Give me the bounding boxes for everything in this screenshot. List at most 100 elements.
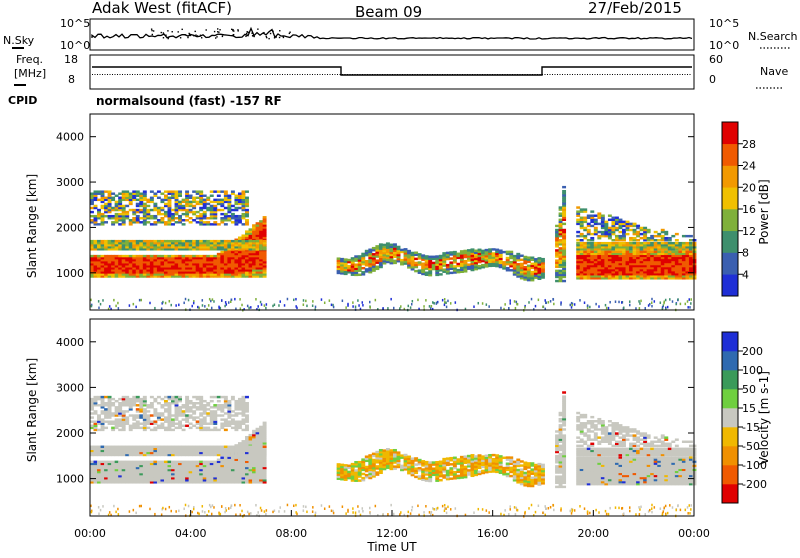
power-cell — [94, 240, 98, 242]
power-cell — [139, 221, 143, 223]
power-cell — [284, 304, 286, 307]
power-cell — [220, 190, 224, 192]
power-cell — [623, 307, 625, 310]
velocity-cell — [136, 408, 140, 410]
velocity-cell — [217, 414, 221, 416]
power-cell — [446, 264, 450, 266]
power-cell — [203, 195, 207, 197]
power-cell — [524, 306, 526, 309]
power-cell — [432, 262, 436, 264]
power-cell — [668, 242, 672, 244]
velocity-cell — [178, 461, 182, 463]
velocity-cell — [90, 416, 94, 418]
power-cell — [555, 249, 559, 251]
power-cell — [509, 261, 513, 263]
velocity-cell — [178, 396, 182, 398]
power-cell — [590, 242, 594, 244]
power-cell — [164, 195, 168, 197]
nsearch-dot — [217, 28, 218, 29]
power-cell — [449, 272, 453, 274]
velocity-cell — [196, 402, 200, 404]
power-cell — [690, 298, 692, 301]
power-cell — [664, 231, 668, 233]
velocity-cell — [104, 420, 108, 422]
velocity-cell — [220, 446, 224, 448]
velocity-cell — [132, 423, 136, 425]
power-cell — [615, 300, 617, 303]
power-cell — [439, 255, 443, 257]
power-cell — [199, 255, 203, 257]
velocity-cell — [108, 461, 112, 463]
velocity-cell — [404, 454, 408, 456]
power-ytick-label: 2000 — [56, 221, 84, 234]
power-cell — [132, 255, 136, 257]
power-cell — [206, 255, 210, 257]
power-cell — [90, 240, 94, 242]
power-cell — [601, 231, 605, 233]
velocity-cell — [213, 461, 217, 463]
power-cell — [421, 263, 425, 265]
velocity-cell — [108, 420, 112, 422]
power-cell — [132, 209, 136, 211]
velocity-cell — [129, 461, 133, 463]
velocity-cell — [171, 446, 175, 448]
nsearch-dot — [232, 34, 233, 35]
velocity-cell — [238, 398, 242, 400]
velocity-cell — [242, 418, 246, 420]
power-cell — [168, 240, 172, 242]
velocity-cell — [129, 414, 133, 416]
velocity-cell — [210, 446, 214, 448]
nsky-tick-low: 10^0 — [60, 39, 90, 52]
velocity-cell — [118, 461, 122, 463]
power-cell — [242, 223, 246, 225]
power-cell — [509, 269, 513, 271]
velocity-cell — [90, 420, 94, 422]
power-cell — [530, 271, 534, 273]
nsearch-dot — [189, 33, 190, 34]
power-cell — [453, 251, 457, 253]
nsearch-dot — [185, 34, 186, 35]
power-cell — [447, 300, 449, 303]
velocity-cell — [393, 465, 397, 467]
power-cell — [157, 197, 161, 199]
power-cell — [508, 307, 510, 310]
power-cell — [101, 213, 105, 215]
power-cell — [576, 242, 580, 244]
power-cell — [562, 190, 566, 192]
velocity-cell — [192, 396, 196, 398]
power-cell — [382, 244, 386, 246]
power-cell — [238, 215, 242, 217]
power-cell — [456, 269, 460, 271]
power-cell — [101, 205, 105, 207]
power-cell — [636, 239, 640, 241]
velocity-cell — [153, 427, 157, 429]
power-cell — [182, 223, 186, 225]
velocity-cell — [249, 446, 253, 448]
power-cell — [671, 235, 675, 237]
velocity-cell — [354, 461, 358, 463]
velocity-cell — [178, 420, 182, 422]
power-cell — [442, 252, 446, 254]
velocity-cell — [146, 461, 150, 463]
power-cell — [192, 205, 196, 207]
power-cell — [682, 235, 686, 237]
velocity-cell — [136, 461, 140, 463]
power-cell — [664, 251, 668, 253]
nsearch-dot — [161, 32, 162, 33]
power-cell — [690, 302, 692, 305]
velocity-cell — [157, 425, 161, 427]
velocity-cell — [189, 400, 193, 402]
power-cell — [234, 240, 238, 242]
power-cell — [203, 240, 207, 242]
power-cell — [113, 299, 115, 302]
power-cell — [633, 223, 637, 225]
power-cell — [347, 265, 351, 267]
power-cell — [245, 197, 249, 199]
nsearch-dot — [193, 35, 194, 36]
velocity-cell — [185, 446, 189, 448]
velocity-cell — [351, 463, 355, 465]
power-cell — [619, 235, 623, 237]
power-cell — [671, 242, 675, 244]
